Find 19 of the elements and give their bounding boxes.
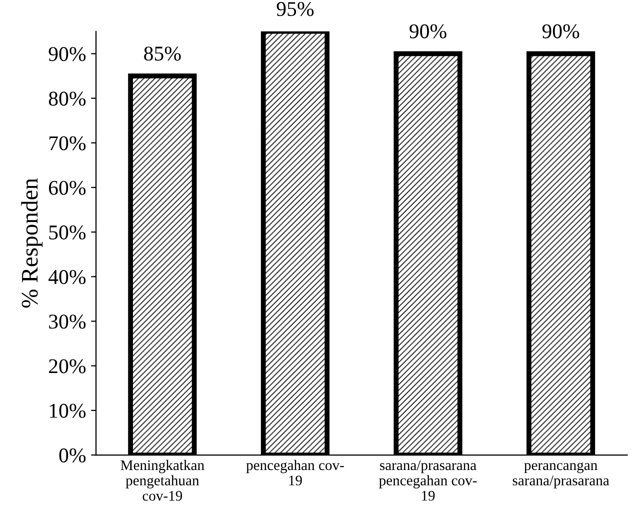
data-label: 85% <box>144 46 181 61</box>
data-label: 95% <box>276 2 314 16</box>
y-tick-label: 90% <box>48 47 86 62</box>
x-tick-label: Meningkatkan pengetahuan cov-19 <box>120 460 204 501</box>
x-tick-label: perancangan sarana/prasarana <box>512 462 610 488</box>
y-axis-title: % Responden <box>21 178 43 308</box>
y-tick-label: 10% <box>50 404 86 418</box>
y-tick-label: 60% <box>48 180 86 195</box>
x-tick-label: sarana/prasarana pencegahan cov- 19 <box>379 460 477 501</box>
y-tick-label: 50% <box>49 225 86 240</box>
y-tick-label: 20% <box>49 359 86 374</box>
y-tick-label: 40% <box>48 270 86 284</box>
y-tick-label: 80% <box>48 92 86 106</box>
data-label: 90% <box>410 24 446 38</box>
data-label: 90% <box>542 24 580 38</box>
y-tick-label: 0% <box>59 448 86 463</box>
x-tick-label: pencegahan cov- 19 <box>246 460 344 486</box>
y-tick-label: 30% <box>49 314 86 329</box>
y-tick-label: 70% <box>49 136 86 150</box>
